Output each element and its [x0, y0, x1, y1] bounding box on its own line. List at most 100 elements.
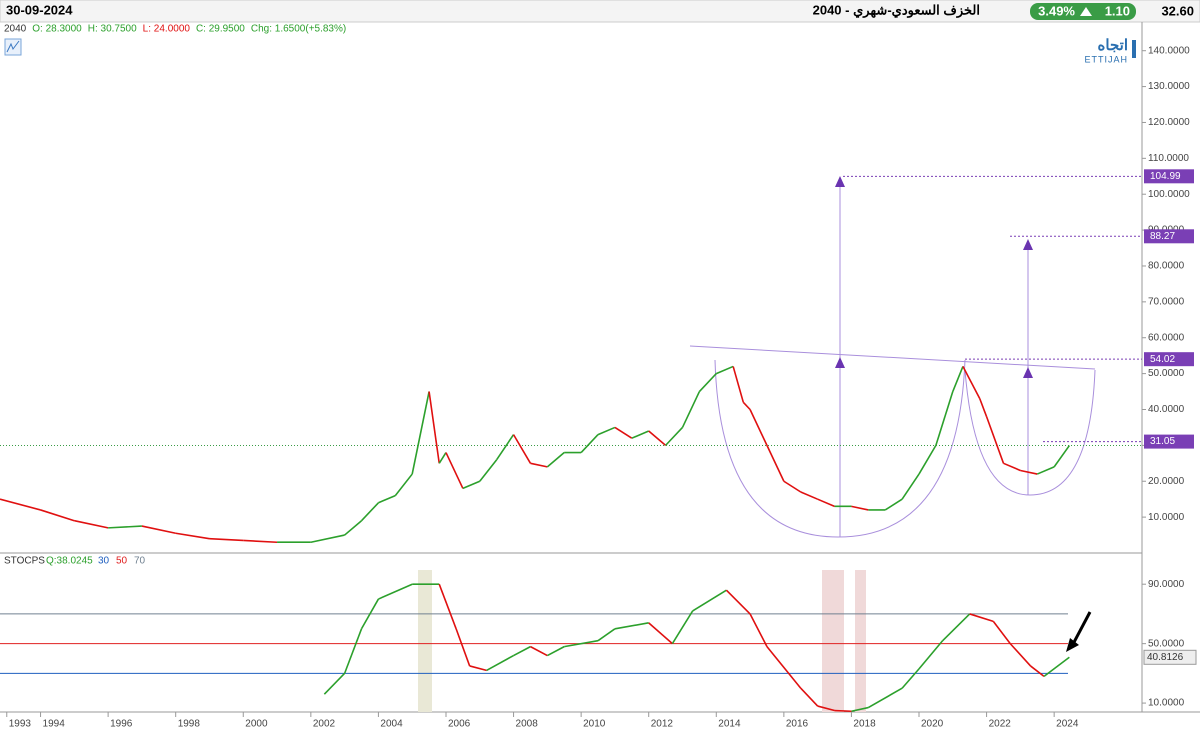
- up-arrow: [1080, 7, 1092, 16]
- neckline: [689, 345, 1096, 370]
- series-segment: [1036, 466, 1055, 475]
- x-tick-label: 1993: [9, 719, 32, 730]
- series-segment: [323, 672, 346, 695]
- highlight: [822, 570, 844, 712]
- series-segment: [851, 706, 869, 713]
- series-segment: [918, 444, 937, 475]
- x-tick-label: 2016: [786, 719, 809, 730]
- level-tag: [1144, 352, 1194, 367]
- series-segment: [411, 391, 430, 475]
- series-segment: [243, 539, 278, 544]
- series-segment: [992, 620, 1011, 645]
- series-segment: [681, 391, 701, 428]
- y-tick-label: 60.0000: [1148, 332, 1185, 343]
- series-segment: [209, 537, 244, 542]
- x-tick-label: 1996: [110, 719, 133, 730]
- series-segment: [580, 434, 599, 454]
- series-segment: [979, 398, 988, 417]
- y-tick-label: 120.0000: [1148, 117, 1190, 128]
- series-segment: [1003, 462, 1021, 472]
- y-tick-label: 90.0000: [1148, 579, 1185, 590]
- series-segment: [766, 646, 802, 689]
- series-segment: [1020, 469, 1038, 475]
- cup-arc: [964, 369, 1096, 496]
- series-segment: [462, 480, 481, 490]
- level-tag: [1144, 169, 1194, 184]
- series-segment: [918, 640, 944, 670]
- arrow-heads: [835, 176, 1033, 378]
- series-segment: [394, 473, 413, 497]
- y-tick-label: 10.0000: [1148, 698, 1185, 709]
- series-segment: [698, 373, 717, 393]
- x-tick-label: 2012: [651, 719, 674, 730]
- x-tick-label: 1998: [178, 719, 201, 730]
- y-tick-label: 70.0000: [1148, 296, 1185, 307]
- value-tag: [1143, 649, 1197, 665]
- series-segment: [496, 434, 515, 461]
- series-segment: [564, 639, 599, 648]
- series-segment: [438, 452, 447, 464]
- level-label: 88.27: [1150, 231, 1175, 242]
- series-segment: [0, 498, 41, 511]
- stoch-legend-level: 30: [98, 556, 110, 567]
- series-segment: [512, 434, 532, 464]
- series-segment: [715, 365, 734, 375]
- x-tick-label: 2004: [380, 719, 403, 730]
- stoch-legend: STOCPS: [4, 556, 45, 567]
- level-tag: [1144, 229, 1194, 244]
- series-segment: [445, 452, 464, 489]
- series-segment: [175, 532, 210, 540]
- series-segment: [742, 401, 751, 411]
- series-segment: [360, 502, 379, 522]
- series-segment: [800, 687, 819, 707]
- series-segment: [614, 622, 649, 630]
- series-segment: [141, 525, 176, 535]
- series-segment: [749, 409, 768, 446]
- series-segment: [817, 498, 835, 508]
- series-segment: [360, 598, 380, 630]
- series-segment: [378, 494, 396, 504]
- series-segment: [469, 665, 487, 672]
- series-segment: [867, 687, 903, 709]
- y-tick-label: 100.0000: [1148, 189, 1190, 200]
- series-segment: [546, 451, 565, 468]
- series-segment: [597, 628, 616, 642]
- level-label: 104.99: [1150, 171, 1181, 182]
- series-segment: [851, 505, 869, 511]
- ohlc-value: O: 28.3000: [32, 24, 82, 35]
- date: 30-09-2024: [6, 2, 73, 17]
- last-price: 32.60: [1161, 3, 1194, 18]
- stoch-q: Q:38.0245: [46, 556, 93, 567]
- series-segment: [648, 622, 673, 645]
- top-bar: [0, 0, 1200, 23]
- y-tick-label: 140.0000: [1148, 45, 1190, 56]
- series-segment: [614, 426, 633, 439]
- highlight: [418, 570, 432, 712]
- x-tick-label: 1994: [43, 719, 66, 730]
- series-segment: [732, 366, 745, 403]
- ohlc-value: C: 29.9500: [196, 24, 245, 35]
- y-tick-label: 10.0000: [1148, 512, 1185, 523]
- series-segment: [692, 589, 727, 612]
- y-tick-label: 80.0000: [1148, 261, 1185, 272]
- level-label: 54.02: [1150, 354, 1175, 365]
- series-segment: [428, 391, 441, 464]
- series-segment: [969, 613, 994, 623]
- ohlc-row: 2040 O: 28.3000 H: 30.7500 L: 24.0000 C: 29.…: [4, 24, 346, 35]
- series-segment: [108, 525, 142, 529]
- x-tick-label: 2014: [718, 719, 741, 730]
- annotation-arrow: [1070, 611, 1092, 647]
- series-segment: [597, 426, 616, 436]
- level-tag: [1144, 434, 1194, 449]
- series-segment: [343, 628, 363, 674]
- series-segment: [40, 509, 75, 522]
- series-segment: [935, 391, 954, 446]
- series-segment: [455, 628, 471, 667]
- y-tick-label: 50.0000: [1148, 368, 1185, 379]
- settings-glyph: [6, 40, 20, 53]
- series-segment: [530, 462, 548, 468]
- x-tick-label: 2006: [448, 719, 471, 730]
- y-tick-label: 20.0000: [1148, 476, 1185, 487]
- series-segment: [671, 610, 694, 645]
